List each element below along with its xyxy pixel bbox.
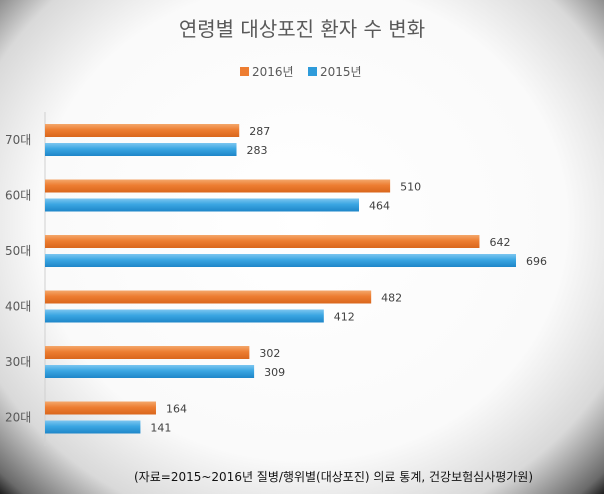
- category-label: 20대: [5, 411, 31, 425]
- data-label-2016: 164: [166, 403, 187, 416]
- bar-2015: [45, 143, 237, 156]
- data-label-2016: 302: [259, 347, 280, 360]
- chart-title: 연령별 대상포진 환자 수 변화: [179, 17, 425, 41]
- data-label-2016: 642: [489, 236, 510, 249]
- data-label-2015: 141: [150, 422, 171, 435]
- bar-2015: [45, 365, 255, 378]
- category-label: 60대: [5, 189, 31, 203]
- data-label-2016: 510: [400, 181, 421, 194]
- data-label-2016: 482: [381, 292, 402, 305]
- bar-2016: [45, 235, 480, 248]
- legend-label-2016: 2016년: [252, 65, 294, 79]
- data-label-2016: 287: [249, 125, 270, 138]
- bar-2015: [45, 254, 516, 267]
- bar-2015: [45, 198, 359, 212]
- data-label-2015: 309: [264, 366, 285, 379]
- bar-2016: [45, 346, 250, 359]
- bar-2015: [45, 309, 324, 323]
- category-label: 40대: [5, 300, 31, 314]
- bar-2016: [45, 179, 391, 193]
- legend: 2016년 2015년: [240, 65, 362, 79]
- data-label-2015: 696: [526, 255, 547, 268]
- data-label-2015: 412: [334, 311, 355, 324]
- data-label-2015: 283: [247, 144, 268, 157]
- legend-swatch-2016: [240, 67, 249, 76]
- legend-label-2015: 2015년: [320, 65, 362, 79]
- data-label-2015: 464: [369, 200, 390, 213]
- category-label: 30대: [5, 355, 31, 369]
- bar-2015: [45, 420, 141, 434]
- bar-2016: [45, 124, 240, 137]
- category-label: 70대: [5, 133, 31, 147]
- bar-2016: [45, 401, 156, 415]
- category-label: 50대: [5, 244, 31, 258]
- bars-group: 70대 287 283 60대 510 464 50대 642 696 40대 482 412 30대 3…: [5, 124, 547, 435]
- source-note: (자료=2015~2016년 질병/행위별(대상포진) 의료 통계, 건강보험심…: [134, 469, 533, 484]
- bar-2016: [45, 290, 372, 304]
- legend-swatch-2015: [308, 67, 317, 76]
